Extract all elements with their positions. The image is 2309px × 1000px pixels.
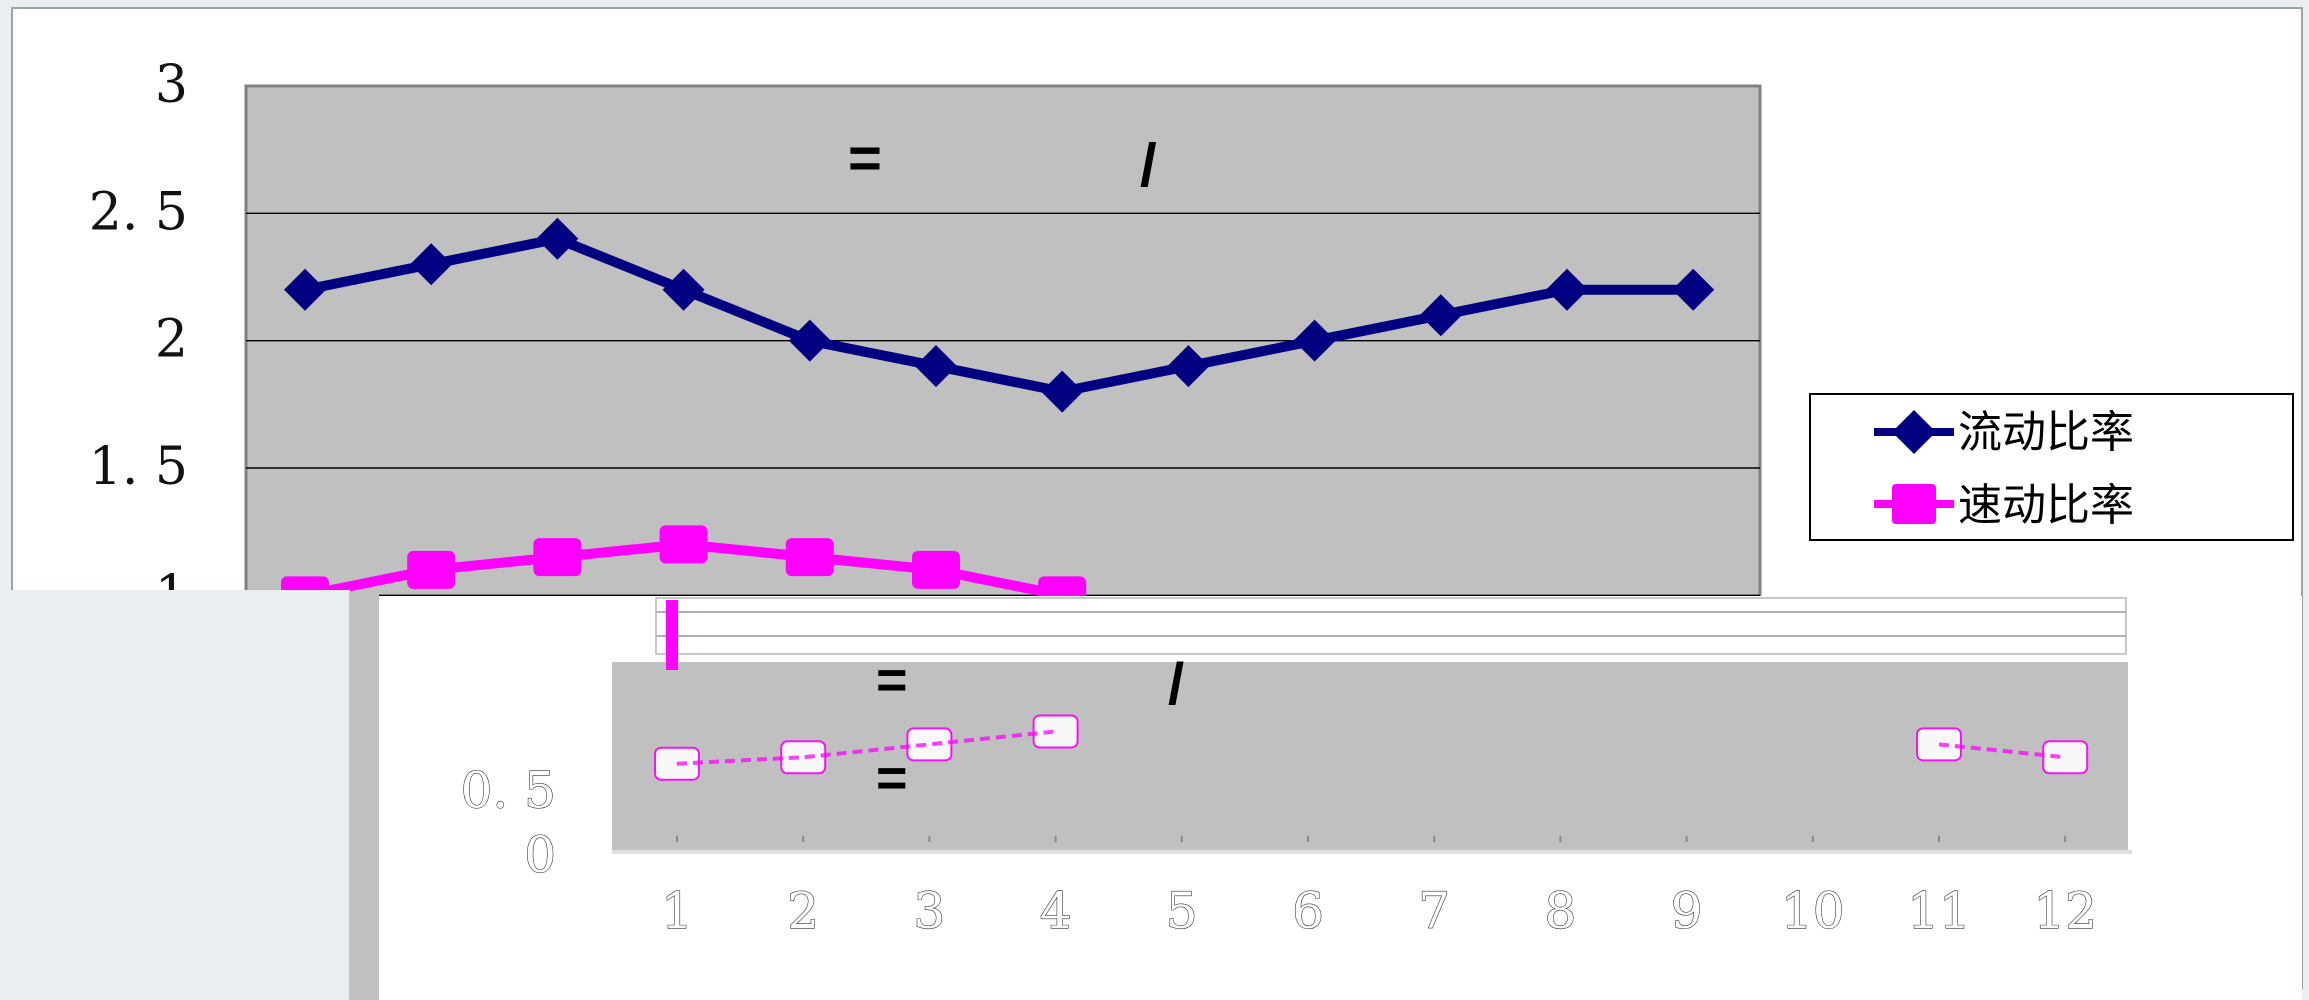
legend-box — [1809, 393, 2294, 541]
y-tick-label: 0. 5 — [461, 762, 556, 820]
overlay-connector — [666, 600, 678, 670]
legend-marker-square-icon — [1892, 484, 1936, 524]
overlay-frame-bar — [349, 592, 379, 1000]
data-point-square — [912, 550, 960, 589]
data-point-diamond — [410, 243, 453, 286]
annotation-equals-3: = — [876, 748, 908, 808]
data-point-diamond — [1672, 268, 1715, 311]
y-tick-label: 2. 5 — [89, 182, 188, 242]
y-tick-label: 3 — [155, 55, 188, 115]
x-tick-label: 6 — [1292, 882, 1324, 940]
overlay-data-point — [1032, 714, 1079, 749]
data-point-diamond — [1167, 345, 1210, 388]
data-point-square — [533, 538, 582, 577]
data-point-diamond — [1041, 370, 1084, 413]
x-tick-label: 7 — [1418, 882, 1450, 940]
legend-marker-diamond-icon — [1892, 410, 1936, 454]
overlay-data-point — [906, 727, 953, 762]
x-tick-label: 4 — [1040, 882, 1072, 940]
y-tick-label: 2 — [155, 310, 188, 370]
x-tick-label: 2 — [787, 882, 819, 940]
y-axis-ticks-lower: 0 0. 5 — [460, 761, 557, 885]
x-tick-label: 11 — [1907, 882, 1971, 940]
x-tick-label: 1 — [661, 882, 693, 940]
annotation-slash-1: / — [1140, 132, 1157, 199]
annotation-slash-2: / — [1168, 652, 1184, 717]
series-line — [304, 233, 1694, 397]
overlay-plot-background — [612, 662, 2128, 854]
legend-item-quick-ratio: 速动比率 — [1874, 480, 2134, 531]
overlay-page-left — [0, 590, 350, 1000]
overlay-data-point — [780, 740, 827, 775]
x-axis-ticks: 1 2 3 4 5 6 7 8 9 10 11 12 — [660, 836, 2098, 941]
data-point-diamond — [536, 217, 579, 260]
annotation-equals-1: = — [848, 126, 882, 191]
annotation-equals-2: = — [876, 650, 908, 710]
overlay-plot-band — [655, 597, 2127, 655]
y-axis-ticks: 11. 522. 53 — [89, 55, 188, 625]
legend: 流动比率 速动比率 — [1809, 393, 2294, 541]
overlay-x-axis — [612, 850, 2132, 854]
data-point-square — [785, 538, 834, 577]
x-tick-label: 9 — [1671, 882, 1703, 940]
overlay-white-panel — [379, 596, 612, 1000]
x-tick-label: 3 — [913, 882, 945, 940]
y-tick-label: 0 — [524, 826, 556, 884]
data-point-square — [659, 525, 708, 564]
data-point-diamond — [284, 268, 326, 311]
x-tick-label: 10 — [1781, 882, 1845, 940]
x-tick-label: 8 — [1544, 882, 1576, 940]
data-point-diamond — [1419, 294, 1462, 337]
data-point-diamond — [662, 268, 705, 311]
overlay-series — [654, 600, 2089, 781]
overlay-data-point — [2042, 740, 2089, 775]
data-point-diamond — [788, 319, 831, 362]
legend-label-current-ratio: 流动比率 — [1958, 407, 2134, 458]
overlay-fragment — [0, 590, 2302, 1000]
legend-label-quick-ratio: 速动比率 — [1958, 480, 2134, 531]
series-layer — [281, 217, 1715, 615]
y-tick-label: 1. 5 — [89, 437, 188, 497]
overlay-series-line — [1938, 742, 2066, 760]
x-tick-label: 12 — [2033, 882, 2097, 940]
x-tick-label: 5 — [1166, 882, 1198, 940]
data-point-diamond — [915, 345, 957, 388]
legend-item-current-ratio: 流动比率 — [1874, 407, 2134, 458]
data-point-diamond — [1546, 268, 1588, 311]
data-point-diamond — [1293, 319, 1336, 362]
data-point-square — [407, 550, 456, 589]
